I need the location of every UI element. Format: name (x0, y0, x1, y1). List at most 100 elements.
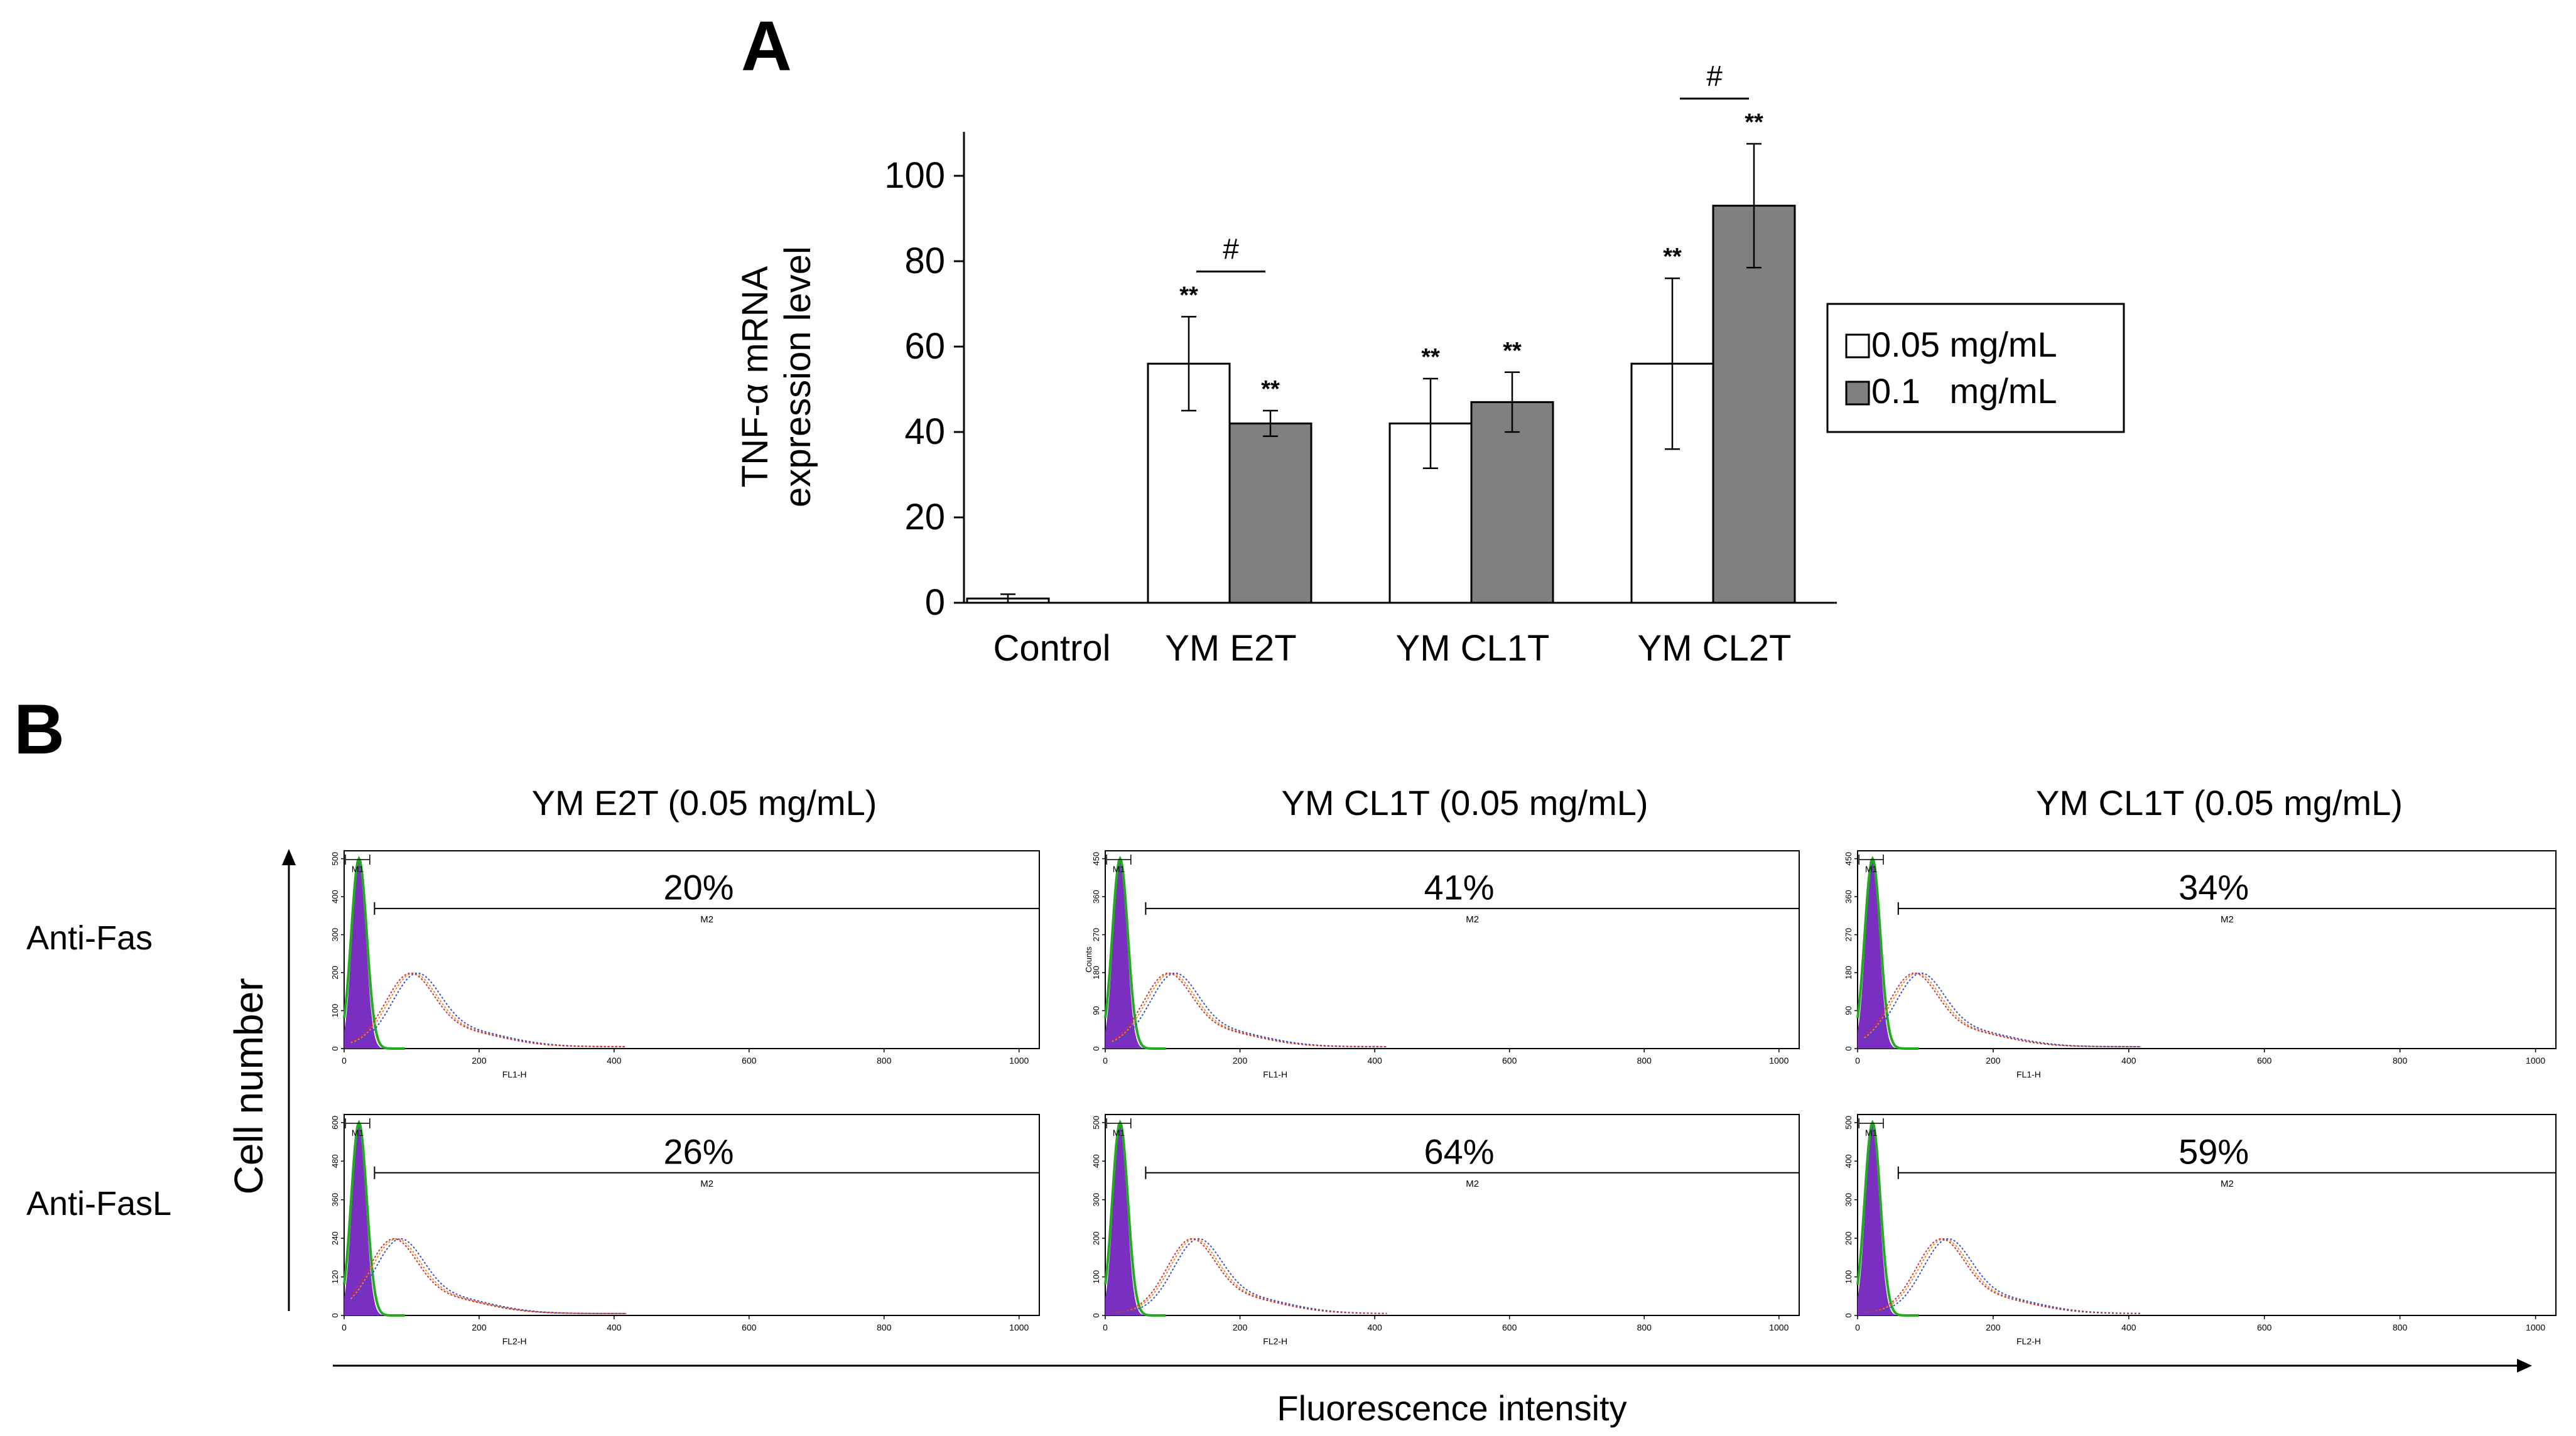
treated-histogram-blue (350, 972, 627, 1047)
y-tick-label: 0 (1844, 1313, 1853, 1317)
row-label-anti-fas: Anti-Fas (26, 919, 153, 957)
y-tick-label: 480 (330, 1154, 340, 1168)
y-tick-label: 100 (884, 155, 945, 196)
y-tick-label: 400 (330, 890, 340, 904)
column-title: YM CL1T (0.05 mg/mL) (1281, 783, 1648, 823)
x-tick-label: 0 (1855, 1055, 1860, 1066)
y-tick-label: 270 (1091, 928, 1101, 942)
x-tick-label: 1000 (1769, 1055, 1789, 1066)
legend-label-1: 0.1 mg/mL (1871, 371, 2057, 411)
control-outline (1104, 1120, 1166, 1317)
x-tick-label: 200 (1986, 1055, 2001, 1066)
gate-m1-label: M1 (1113, 864, 1125, 874)
row-label-anti-fasl: Anti-FasL (26, 1185, 171, 1223)
treated-histogram-blue (350, 1238, 627, 1314)
x-tick-label: 200 (1233, 1055, 1248, 1066)
x-axis-label-fluorescence: Fluorescence intensity (1277, 1388, 1626, 1428)
plot-frame (344, 1114, 1040, 1316)
percent-positive: 34% (2178, 867, 2249, 907)
x-channel-label: FL2-H (1263, 1336, 1287, 1346)
bar (1228, 422, 1312, 604)
gate-m1-label: M1 (1865, 1128, 1878, 1138)
x-tick-label: 0 (1103, 1322, 1108, 1332)
x-tick-label: 400 (1367, 1322, 1382, 1332)
treated-histogram-red (1864, 1238, 2141, 1314)
x-tick-label: 400 (2121, 1322, 2136, 1332)
x-tick-label: 800 (877, 1322, 892, 1332)
plot-frame (1857, 850, 2557, 1049)
y-tick-label: 400 (1091, 1154, 1101, 1168)
histogram-plot: 0 200 400 600 800 1000 FL2-H 0 120 240 360 480 600 M1… (330, 1114, 1040, 1346)
x-channel-label: FL1-H (502, 1069, 527, 1079)
y-tick-label: 200 (1091, 1231, 1101, 1245)
y-tick-label: 0 (330, 1046, 340, 1050)
x-tick-label: 0 (342, 1055, 347, 1066)
treated-histogram-orange (1112, 972, 1387, 1047)
y-counts-label: Counts (1084, 946, 1093, 973)
x-tick-label: YM CL1T (1396, 628, 1550, 669)
treated-histogram-red (350, 972, 627, 1047)
percent-positive: 59% (2178, 1131, 2249, 1171)
x-tick-label: 600 (1502, 1055, 1517, 1066)
y-tick-label: 100 (330, 1004, 340, 1018)
x-tick-label: 200 (1986, 1322, 2001, 1332)
x-tick-label: Control (993, 628, 1111, 669)
x-tick-label: 400 (1367, 1055, 1382, 1066)
control-histogram (1858, 1122, 1919, 1315)
y-tick-label: 300 (330, 928, 340, 942)
histogram-plot: 0 200 400 600 800 1000 FL1-H 0 90 180 270 360 450 M1 M… (1844, 850, 2557, 1079)
x-tick-label: 200 (472, 1055, 487, 1066)
gate-m2-label: M2 (2221, 1179, 2234, 1189)
gate-m1-label: M1 (352, 1128, 364, 1138)
x-tick-label: 1000 (2526, 1055, 2545, 1066)
x-channel-label: FL2-H (2016, 1336, 2041, 1346)
x-tick-label: 1000 (1009, 1322, 1029, 1332)
y-tick-label: 450 (1091, 852, 1101, 866)
control-histogram (1105, 1122, 1166, 1315)
legend-label-0: 0.05 mg/mL (1871, 325, 2057, 364)
y-axis-label-line1: TNF-α mRNA (735, 266, 776, 487)
x-tick-label: 1000 (1769, 1322, 1789, 1332)
bar (1470, 401, 1554, 604)
y-tick-label: 0 (330, 1313, 340, 1317)
y-tick-label: 450 (1844, 852, 1853, 866)
x-tick-label: YM E2T (1165, 628, 1297, 669)
percent-positive: 64% (1424, 1131, 1495, 1171)
y-tick-label: 180 (1844, 966, 1853, 980)
x-tick-label: 200 (1233, 1322, 1248, 1332)
control-outline (343, 855, 405, 1050)
y-tick-label: 360 (330, 1193, 340, 1207)
x-tick-label: 600 (2257, 1055, 2272, 1066)
plot-frame (1105, 850, 1800, 1049)
y-tick-label: 500 (1091, 1116, 1101, 1130)
y-tick-label: 120 (330, 1270, 340, 1284)
y-tick-label: 400 (1844, 1154, 1853, 1168)
histogram-plot: 0 200 400 600 800 1000 FL2-H 0 100 200 300 400 500 M1… (1091, 1114, 1800, 1346)
treated-histogram-blue (1112, 972, 1387, 1047)
legend-swatch-0 (1845, 333, 1870, 359)
gate-m2-label: M2 (2221, 914, 2234, 925)
x-channel-label: FL2-H (502, 1336, 527, 1346)
y-tick-label: 240 (330, 1231, 340, 1245)
y-tick-label: 0 (1091, 1313, 1101, 1317)
x-tick-label: 800 (2393, 1322, 2408, 1332)
panel-a-label: A (741, 7, 792, 85)
plot-frame (344, 850, 1040, 1049)
treated-histogram-orange (350, 1238, 627, 1314)
significance-mark: ** (1503, 338, 1522, 364)
panel-b-label: B (14, 690, 65, 769)
y-tick-label: 0 (925, 582, 945, 623)
x-tick-label: 0 (342, 1322, 347, 1332)
y-tick-label: 60 (904, 326, 945, 367)
y-tick-label: 360 (1091, 890, 1101, 904)
y-tick-label: 360 (1844, 890, 1853, 904)
control-outline (1856, 855, 1919, 1050)
x-tick-label: 600 (1502, 1322, 1517, 1332)
x-tick-label: 600 (742, 1055, 757, 1066)
legend-swatch-1 (1845, 381, 1870, 406)
y-tick-label: 300 (1091, 1193, 1101, 1207)
y-tick-label: 200 (330, 966, 340, 980)
x-tick-label: 600 (742, 1322, 757, 1332)
x-tick-label: 800 (1637, 1322, 1652, 1332)
